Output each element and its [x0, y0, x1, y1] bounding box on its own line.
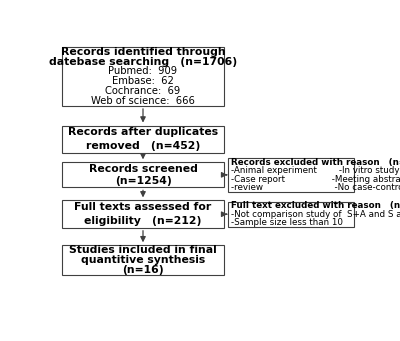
Text: Pubmed:  909: Pubmed: 909 — [108, 66, 178, 76]
Bar — [228, 158, 354, 192]
Text: (n=16): (n=16) — [122, 265, 164, 275]
Text: -Not comparison study of  S+A and S alone: -Not comparison study of S+A and S alone — [231, 210, 400, 219]
Text: Records screened: Records screened — [88, 164, 198, 174]
Text: eligibility   (n=212): eligibility (n=212) — [84, 216, 202, 226]
Bar — [62, 47, 224, 106]
Text: Cochrance:  69: Cochrance: 69 — [105, 86, 181, 96]
Text: Full text excluded with reason   (n=196): Full text excluded with reason (n=196) — [231, 202, 400, 210]
Text: Records after duplicates: Records after duplicates — [68, 128, 218, 137]
Bar — [228, 202, 354, 227]
Text: removed   (n=452): removed (n=452) — [86, 141, 200, 151]
Text: -Sample size less than 10: -Sample size less than 10 — [231, 218, 343, 227]
Bar — [62, 245, 224, 275]
Text: datebase searching   (n=1706): datebase searching (n=1706) — [49, 57, 237, 66]
Text: -review                          -No case-control studies: -review -No case-control studies — [231, 183, 400, 192]
Bar — [62, 125, 224, 153]
Text: Web of science:  666: Web of science: 666 — [91, 96, 195, 106]
Text: Embase:  62: Embase: 62 — [112, 76, 174, 86]
Bar — [62, 201, 224, 228]
Text: quantitive synthesis: quantitive synthesis — [81, 255, 205, 265]
Text: -Animal experiment        -In vitro study: -Animal experiment -In vitro study — [231, 166, 399, 175]
Text: Records identified through: Records identified through — [61, 47, 225, 57]
Text: Studies included in final: Studies included in final — [69, 245, 217, 255]
Text: Full texts assessed for: Full texts assessed for — [74, 202, 212, 212]
Text: -Case report                 -Meeting abstract: -Case report -Meeting abstract — [231, 175, 400, 183]
Bar — [62, 162, 224, 187]
Text: Records excluded with reason   (n=1042): Records excluded with reason (n=1042) — [231, 158, 400, 166]
Text: (n=1254): (n=1254) — [115, 176, 171, 186]
